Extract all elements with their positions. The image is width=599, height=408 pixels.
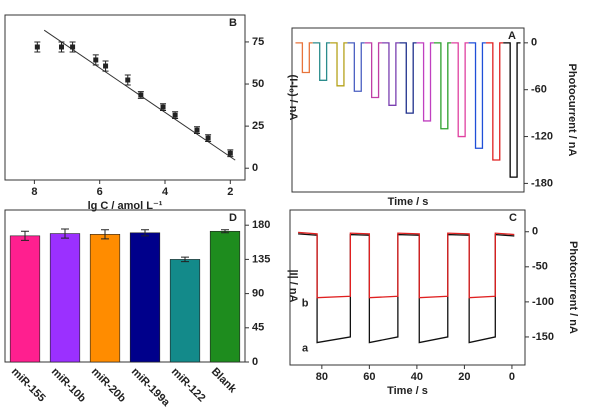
point [160, 104, 166, 110]
error-bar [221, 229, 229, 234]
y-tick-label: -100 [532, 296, 554, 308]
series-label: a [302, 342, 309, 354]
y-tick-label: -180 [531, 177, 553, 189]
x-tick-label: 8 [31, 186, 37, 198]
y-tick-label: 0 [531, 37, 537, 49]
y-tick-label: 25 [252, 120, 264, 132]
plot-frame [289, 209, 526, 366]
point [103, 63, 109, 69]
point [227, 150, 233, 156]
x-axis-label: Time / s [387, 385, 428, 397]
x-tick-label: 2 [227, 186, 233, 198]
y-tick-label: -150 [532, 331, 554, 343]
x-tick-label: 4 [162, 186, 169, 198]
y-tick-label: 45 [252, 322, 264, 334]
y-tick-label: 0 [252, 356, 258, 368]
error-bar [21, 230, 29, 241]
panel-label: B [229, 17, 237, 29]
panel-label: A [508, 30, 516, 42]
bar [9, 235, 41, 363]
data-line [451, 42, 469, 138]
point [125, 77, 131, 83]
y-tick-label: 90 [252, 288, 264, 300]
data-line [503, 42, 521, 178]
data-line [382, 42, 400, 106]
error-bar [101, 229, 109, 240]
series-label: b [302, 298, 309, 310]
y-tick-label: -60 [531, 84, 547, 96]
data-line [468, 42, 486, 149]
data-line [416, 42, 434, 122]
plot-frame [291, 27, 525, 193]
data-line [347, 42, 365, 92]
x-tick-label: 20 [458, 371, 470, 383]
y-tick-label: 0 [532, 226, 538, 238]
plot-frame [4, 14, 246, 181]
x-axis-label: lg C / amol L⁻¹ [88, 200, 163, 212]
point [194, 127, 200, 133]
data-line [298, 231, 515, 299]
y-axis-label: (I-I₀) / nA [287, 75, 299, 121]
y-tick-label: -50 [532, 261, 548, 273]
x-axis-label: Time / s [388, 196, 429, 208]
x-tick-label: 40 [411, 371, 423, 383]
data-line [364, 42, 383, 99]
plot-frame [4, 209, 246, 363]
data-line [433, 42, 452, 130]
point [138, 92, 144, 98]
y-tick-label: 50 [252, 78, 264, 90]
point [70, 44, 76, 50]
error-bar [61, 228, 69, 239]
category-label: Blank [209, 366, 239, 396]
y-tick-label: -120 [531, 130, 553, 142]
data-line [312, 42, 331, 81]
data-line [298, 233, 515, 344]
y-axis-label: Photocurrent / nA [566, 64, 578, 157]
y-tick-label: 135 [252, 253, 270, 265]
x-tick-label: 80 [316, 371, 328, 383]
y-axis-label: |I| / nA [287, 269, 299, 302]
x-tick-label: 6 [97, 186, 103, 198]
point [34, 44, 40, 50]
bar [129, 232, 161, 363]
category-label: miR-155 [9, 366, 48, 405]
point [172, 112, 178, 118]
bar [89, 234, 121, 363]
bar [49, 233, 81, 363]
error-bar [181, 256, 189, 263]
panel-label: D [229, 212, 237, 224]
bar [169, 259, 201, 363]
data-line [485, 42, 504, 161]
y-axis-label: Photocurrent / nA [567, 241, 579, 334]
category-label: miR-199a [129, 366, 173, 408]
x-tick-label: 0 [509, 371, 515, 383]
point [93, 57, 99, 63]
data-line [295, 42, 313, 74]
category-label: miR-122 [169, 366, 208, 405]
point [58, 44, 64, 50]
category-label: miR-10b [49, 366, 88, 405]
panel-label: C [509, 212, 517, 224]
point [205, 135, 211, 141]
data-line [330, 42, 348, 87]
error-bar [141, 229, 149, 237]
bar [209, 230, 241, 363]
y-tick-label: 0 [252, 162, 258, 174]
x-tick-label: 60 [363, 371, 375, 383]
y-tick-label: 75 [252, 36, 264, 48]
data-line [399, 42, 417, 114]
category-label: miR-20b [89, 366, 128, 405]
y-tick-label: 180 [252, 219, 270, 231]
